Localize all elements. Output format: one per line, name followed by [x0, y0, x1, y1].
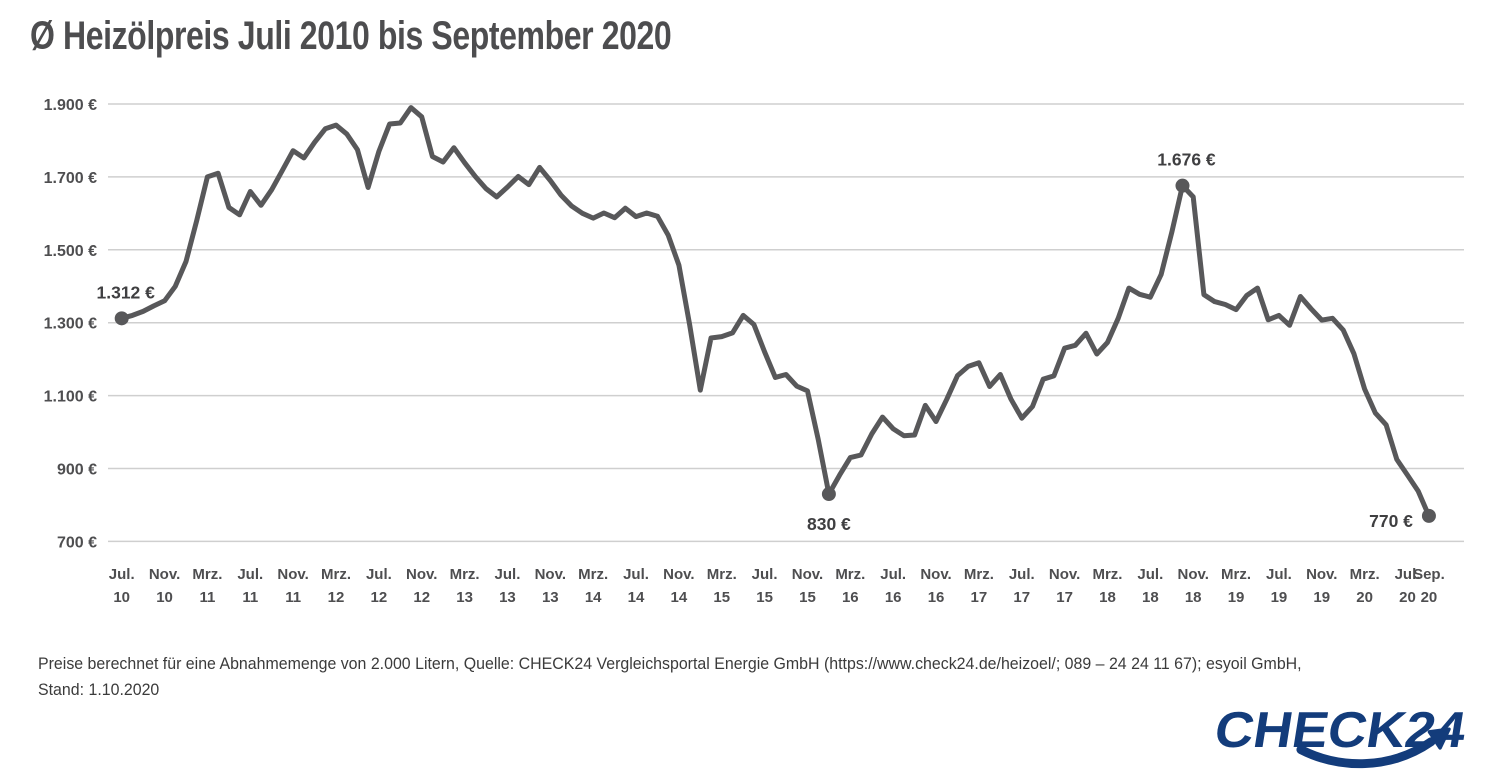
x-axis-tick-month: Nov.: [792, 566, 823, 583]
x-axis-tick-month: Nov.: [663, 566, 694, 583]
y-axis-label: 900 €: [57, 462, 97, 479]
x-axis-tick-month: Jul.: [1137, 566, 1163, 583]
data-point-dot: [821, 487, 836, 502]
data-point-label: 1.676 €: [1157, 150, 1216, 170]
logo-arrowhead: [1427, 727, 1451, 750]
x-axis-tick-year: 15: [713, 589, 730, 606]
x-axis-tick-month: Jul.: [880, 566, 906, 583]
x-axis-tick-month: Jul.: [366, 566, 392, 583]
data-point-label: 770 €: [1369, 511, 1413, 531]
x-axis-tick-year: 17: [971, 589, 988, 606]
x-axis-tick-month: Nov.: [1177, 566, 1208, 583]
x-axis-tick-year: 11: [242, 589, 258, 606]
x-axis-tick-month: Nov.: [535, 566, 566, 583]
data-point-dot: [114, 311, 129, 326]
x-axis-tick-month: Jul.: [623, 566, 649, 583]
x-axis-tick-year: 12: [371, 589, 388, 606]
x-axis-tick-month: Mrz.: [1221, 566, 1251, 583]
x-axis-tick-year: 20: [1421, 589, 1438, 606]
x-axis-tick-year: 13: [542, 589, 559, 606]
chart-title: Ø Heizölpreis Juli 2010 bis September 20…: [30, 14, 672, 58]
x-axis-tick-month: Mrz.: [192, 566, 222, 583]
x-axis-tick-month: Jul.: [495, 566, 521, 583]
x-axis-tick-year: 12: [413, 589, 430, 606]
x-axis-tick-month: Jul.: [1266, 566, 1292, 583]
x-axis-tick-month: Mrz.: [450, 566, 480, 583]
y-axis-label: 1.500 €: [44, 243, 97, 260]
source-note: Preise berechnet für eine Abnahmemenge v…: [38, 651, 1302, 703]
x-axis-tick-year: 16: [842, 589, 859, 606]
x-axis-tick-year: 10: [113, 589, 130, 606]
x-axis-tick-month: Nov.: [406, 566, 437, 583]
data-point-label: 830 €: [807, 514, 851, 534]
x-axis-tick-month: Nov.: [149, 566, 180, 583]
x-axis-tick-month: Jul.: [109, 566, 135, 583]
y-axis-label: 1.900 €: [44, 97, 97, 114]
x-axis-tick-year: 20: [1399, 589, 1416, 606]
x-axis-tick-year: 17: [1056, 589, 1073, 606]
x-axis-tick-year: 15: [756, 589, 773, 606]
x-axis-tick-month: Mrz.: [964, 566, 994, 583]
data-point-dot: [1421, 508, 1436, 523]
check24-logo-text: CHECK24: [1211, 701, 1470, 758]
check24-logo-graphic: CHECK24: [1211, 701, 1470, 769]
x-axis-tick-month: Nov.: [920, 566, 951, 583]
x-axis-tick-year: 19: [1313, 589, 1330, 606]
x-axis-tick-year: 13: [499, 589, 516, 606]
source-note-line2: Stand: 1.10.2020: [38, 681, 160, 699]
logo-smile-arc: [1296, 737, 1436, 769]
x-axis-tick-month: Jul.: [1395, 566, 1421, 583]
source-note-line1: Preise berechnet für eine Abnahmemenge v…: [38, 655, 1302, 673]
y-axis-label: 1.700 €: [44, 170, 97, 187]
x-axis-tick-month: Jul.: [752, 566, 778, 583]
x-axis-tick-month: Mrz.: [578, 566, 608, 583]
x-axis-tick-month: Mrz.: [1350, 566, 1380, 583]
x-axis-tick-year: 19: [1228, 589, 1245, 606]
x-axis-tick-month: Mrz.: [707, 566, 737, 583]
x-axis-tick-month: Sep.: [1413, 566, 1445, 583]
x-axis-tick-year: 12: [328, 589, 345, 606]
x-axis-tick-month: Jul.: [1009, 566, 1035, 583]
x-axis-tick-year: 11: [285, 589, 301, 606]
x-axis-tick-month: Mrz.: [321, 566, 351, 583]
x-axis-tick-year: 14: [585, 589, 602, 606]
price-line: [119, 105, 1432, 519]
x-axis-tick-year: 16: [928, 589, 945, 606]
x-axis-tick-month: Jul.: [237, 566, 263, 583]
data-point-dot: [1175, 178, 1190, 193]
data-point-label: 1.312 €: [97, 282, 156, 302]
y-axis-label: 700 €: [57, 534, 97, 551]
x-axis-tick-month: Mrz.: [1092, 566, 1122, 583]
x-axis-tick-month: Mrz.: [835, 566, 865, 583]
x-axis-tick-year: 18: [1142, 589, 1159, 606]
x-axis-tick-year: 15: [799, 589, 816, 606]
y-axis-label: 1.300 €: [44, 316, 97, 333]
x-axis-tick-year: 10: [156, 589, 173, 606]
x-axis-tick-year: 16: [885, 589, 902, 606]
x-axis-tick-month: Nov.: [1306, 566, 1337, 583]
check24-logo: CHECK24: [1206, 699, 1472, 771]
x-axis-tick-year: 17: [1013, 589, 1030, 606]
x-axis-tick-month: Nov.: [1049, 566, 1080, 583]
x-axis-tick-month: Nov.: [277, 566, 308, 583]
x-axis-tick-year: 18: [1099, 589, 1116, 606]
x-axis-tick-year: 20: [1356, 589, 1373, 606]
x-axis-tick-year: 11: [199, 589, 215, 606]
x-axis-tick-year: 14: [628, 589, 645, 606]
x-axis-tick-year: 14: [671, 589, 688, 606]
y-axis-label: 1.100 €: [44, 389, 97, 406]
x-axis-tick-year: 13: [456, 589, 473, 606]
x-axis-tick-year: 19: [1271, 589, 1288, 606]
x-axis-tick-year: 18: [1185, 589, 1202, 606]
